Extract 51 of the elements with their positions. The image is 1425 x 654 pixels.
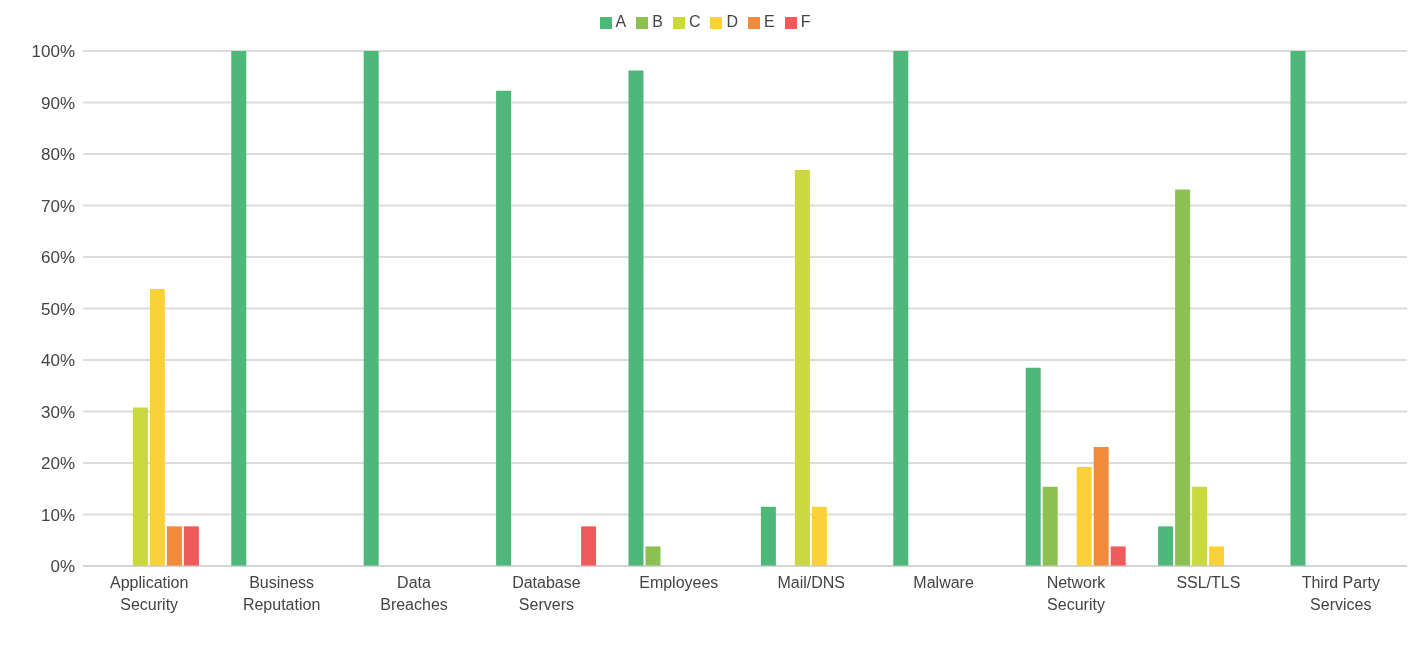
y-tick-label: 70% [40,196,75,216]
bar [581,526,597,566]
bar [1290,51,1306,566]
x-tick-label: SSL/TLS [1176,574,1241,591]
bar [794,169,810,566]
bar [1025,367,1041,566]
y-tick-label: 30% [40,402,75,422]
y-tick-label: 40% [40,351,75,371]
bar [760,506,776,566]
bar [628,70,644,566]
bar [1192,486,1208,566]
bar [1076,467,1092,566]
x-tick-label: Data Breaches [380,574,448,613]
legend-label: A [615,13,627,30]
x-tick-label: Network Security [1046,574,1107,613]
bar [645,546,661,566]
y-tick-label: 90% [40,93,75,113]
bar [149,288,165,566]
legend-label: C [688,13,701,30]
y-tick-label: 10% [40,505,75,525]
legend-label: E [764,13,775,30]
bar [1093,447,1109,566]
bar [1158,526,1174,566]
y-tick-label: 80% [40,145,75,165]
x-tick-label: Database Servers [512,574,581,613]
bar [166,526,182,566]
x-tick-label: Employees [639,574,719,591]
bar [132,407,148,566]
x-tick-label: Third Party Services [1301,574,1380,613]
bar [1110,546,1126,566]
bar [1209,546,1225,566]
legend-label: B [652,13,663,30]
bar [1175,189,1191,566]
bar [363,51,379,566]
bar [183,526,199,566]
bar [811,506,827,566]
y-tick-label: 60% [40,248,75,268]
x-tick-label: Mail/DNS [777,574,845,591]
bar [1042,486,1058,566]
y-tick-label: 100% [31,42,75,62]
y-tick-label: 50% [40,299,75,319]
x-tick-label: Application Security [110,574,189,613]
y-tick-label: 0% [50,557,75,577]
x-tick-label: Business Reputation [242,574,321,613]
bar [496,90,512,566]
bar [231,51,247,566]
legend-label: D [726,13,738,30]
x-tick-label: Malware [913,574,974,591]
y-tick-label: 20% [40,454,75,474]
legend-label: F [800,13,811,30]
bar [893,51,909,566]
